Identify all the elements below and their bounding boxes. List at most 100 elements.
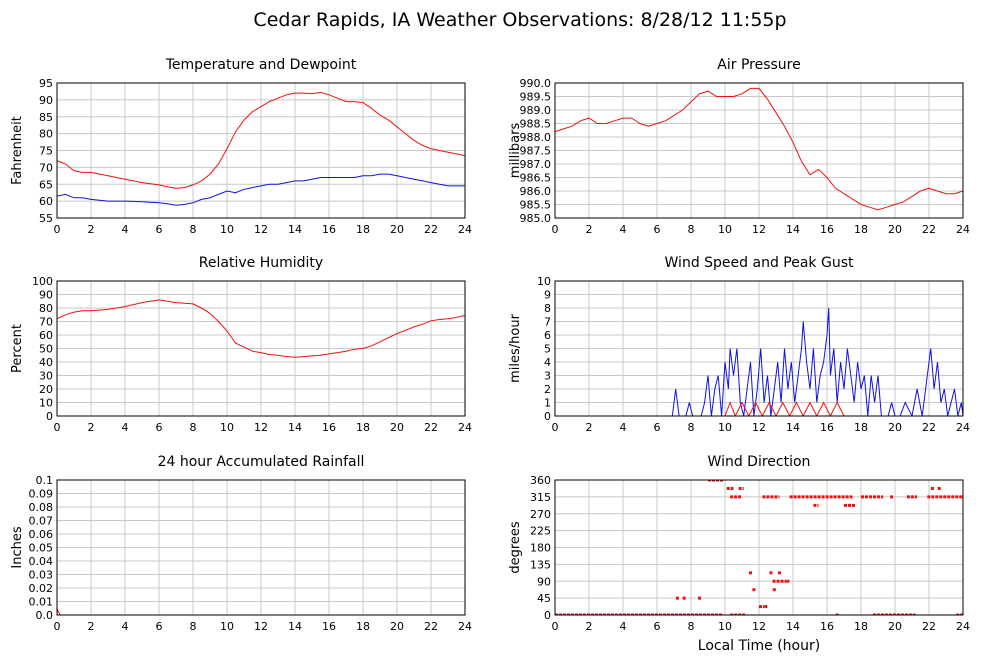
temperature-ytick-label: 85 [39, 111, 53, 124]
wind-speed-xtick-label: 8 [688, 421, 695, 434]
temperature-ytick-label: 90 [39, 94, 53, 107]
rainfall-xtick-label: 6 [156, 620, 163, 633]
wind-direction-point [749, 571, 752, 575]
wind-speed-ytick-label: 4 [544, 356, 551, 369]
rainfall-frame [56, 479, 466, 616]
page-title: Cedar Rapids, IA Weather Observations: 8… [253, 9, 786, 31]
pressure-xtick-label: 4 [620, 223, 627, 236]
wind-direction-xtick-label: 16 [820, 620, 834, 633]
temperature-xtick-label: 4 [122, 223, 129, 236]
humidity-ytick-label: 50 [39, 343, 53, 356]
wind-direction-xtick-label: 12 [752, 620, 766, 633]
temperature-ytick-label: 60 [39, 195, 53, 208]
temperature-xtick-label: 18 [356, 223, 370, 236]
rainfall-xtick-label: 18 [356, 620, 370, 633]
humidity-ylabel: Percent [10, 324, 25, 373]
wind-speed-plot-area [555, 307, 963, 416]
wind-speed-xtick-label: 10 [718, 421, 732, 434]
wind-speed-series-0-line [555, 307, 963, 416]
rainfall-ytick-label: 0.08 [29, 501, 54, 514]
pressure-ytick-label: 989.0 [520, 104, 552, 117]
humidity-xtick-label: 14 [288, 421, 302, 434]
wind-direction-xtick-label: 20 [888, 620, 902, 633]
rainfall-xtick-label: 12 [254, 620, 268, 633]
wind-speed-xtick-label: 2 [586, 421, 593, 434]
humidity-ytick-label: 60 [39, 329, 53, 342]
wind-speed-ytick-label: 9 [544, 289, 551, 302]
wind-speed-ytick-label: 3 [544, 370, 551, 383]
wind-speed-xtick-label: 0 [552, 421, 559, 434]
wind-direction-point [777, 571, 781, 575]
temperature-ylabel: Fahrenheit [10, 116, 25, 185]
temperature-xtick-label: 16 [322, 223, 336, 236]
humidity-xtick-label: 20 [390, 421, 404, 434]
pressure-xtick-label: 24 [956, 223, 970, 236]
humidity-title: Relative Humidity [199, 255, 323, 271]
wind-direction-xtick-label: 2 [586, 620, 593, 633]
humidity-ytick-label: 80 [39, 302, 53, 315]
pressure-title: Air Pressure [717, 57, 800, 73]
wind-speed-ytick-label: 0 [544, 410, 551, 423]
wind-direction-xtick-label: 24 [956, 620, 970, 633]
wind-speed-xtick-label: 24 [956, 421, 970, 434]
pressure-ytick-label: 985.5 [520, 199, 552, 212]
temperature-ytick-label: 75 [39, 145, 53, 158]
wind-direction-frame [554, 479, 964, 616]
pressure-series-0-line [555, 87, 963, 211]
wind-direction-ytick-label: 0 [544, 609, 551, 622]
wind-direction-point [786, 579, 790, 583]
humidity-ytick-label: 0 [46, 410, 53, 423]
pressure-xtick-label: 14 [786, 223, 800, 236]
temperature-title: Temperature and Dewpoint [165, 57, 357, 73]
humidity-series-0-line [57, 299, 465, 358]
rainfall-ytick-label: 0.0 [36, 609, 54, 622]
wind-direction-point [698, 596, 701, 600]
wind-speed-ylabel: miles/hour [508, 313, 523, 382]
temperature-ytick-label: 80 [39, 128, 53, 141]
pressure-ytick-label: 987.5 [520, 145, 552, 158]
wind-direction-ytick-label: 45 [537, 592, 551, 605]
pressure-ylabel: millibars [508, 123, 523, 179]
humidity-ytick-label: 30 [39, 370, 53, 383]
humidity-ytick-label: 70 [39, 316, 53, 329]
rainfall-ytick-label: 0.05 [29, 542, 54, 555]
pressure-xtick-label: 10 [718, 223, 732, 236]
wind-direction-xtick-label: 8 [688, 620, 695, 633]
wind-speed-xtick-label: 20 [888, 421, 902, 434]
wind-speed-frame [554, 280, 964, 417]
chart-humidity: Relative Humidity01020304050607080901000… [10, 255, 472, 434]
rainfall-xtick-label: 8 [190, 620, 197, 633]
temperature-ytick-label: 70 [39, 161, 53, 174]
rainfall-xtick-label: 24 [458, 620, 472, 633]
pressure-xtick-label: 22 [922, 223, 936, 236]
wind-direction-xtick-label: 18 [854, 620, 868, 633]
rainfall-ytick-label: 0.01 [29, 596, 54, 609]
rainfall-ytick-label: 0.07 [29, 515, 54, 528]
wind-direction-xtick-label: 22 [922, 620, 936, 633]
wind-direction-ytick-label: 315 [530, 491, 551, 504]
humidity-plot-area [57, 299, 465, 358]
wind-direction-title: Wind Direction [708, 454, 811, 470]
wind-direction-xtick-label: 6 [654, 620, 661, 633]
chart-rainfall: 24 hour Accumulated Rainfall0.00.010.020… [10, 454, 472, 633]
wind-speed-ytick-label: 1 [544, 397, 551, 410]
pressure-xtick-label: 2 [586, 223, 593, 236]
wind-direction-point [769, 571, 773, 575]
temperature-ytick-label: 55 [39, 212, 53, 225]
pressure-plot-area [555, 87, 963, 211]
temperature-xtick-label: 8 [190, 223, 197, 236]
humidity-ytick-label: 10 [39, 397, 53, 410]
wind-direction-ytick-label: 225 [530, 525, 551, 538]
humidity-ytick-label: 90 [39, 289, 53, 302]
humidity-xtick-label: 8 [190, 421, 197, 434]
chart-panels: Temperature and Dewpoint5560657075808590… [10, 57, 970, 654]
rainfall-xtick-label: 4 [122, 620, 129, 633]
wind-speed-ytick-label: 2 [544, 383, 551, 396]
rainfall-xtick-label: 16 [322, 620, 336, 633]
wind-direction-point [764, 605, 768, 609]
pressure-xtick-label: 18 [854, 223, 868, 236]
pressure-xtick-label: 16 [820, 223, 834, 236]
wind-direction-point [752, 588, 756, 592]
pressure-xtick-label: 12 [752, 223, 766, 236]
